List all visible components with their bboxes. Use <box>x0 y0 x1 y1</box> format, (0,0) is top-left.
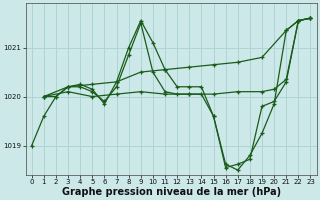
X-axis label: Graphe pression niveau de la mer (hPa): Graphe pression niveau de la mer (hPa) <box>61 187 281 197</box>
